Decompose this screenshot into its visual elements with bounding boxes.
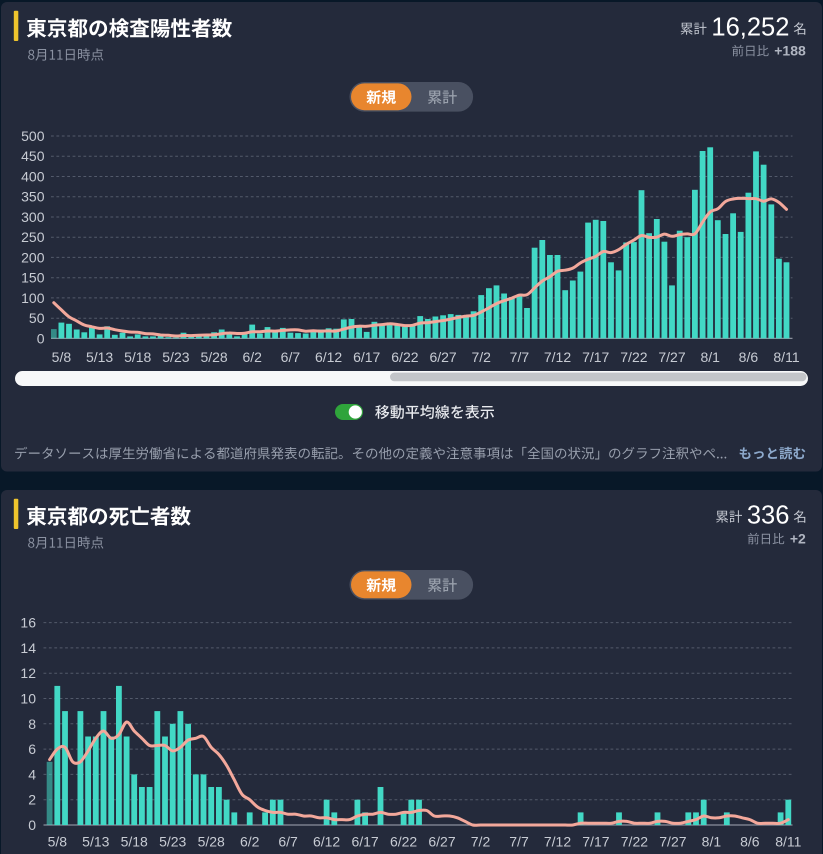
svg-text:7/17: 7/17 [582,349,609,365]
svg-text:6: 6 [28,741,36,757]
svg-text:16,252: 16,252 [711,14,789,42]
svg-text:250: 250 [21,229,45,245]
svg-text:8/1: 8/1 [702,833,722,849]
svg-text:6/7: 6/7 [281,349,301,365]
svg-text:6/12: 6/12 [313,833,340,849]
svg-text:14: 14 [20,640,36,656]
svg-text:0: 0 [28,817,36,833]
svg-text:7/27: 7/27 [659,833,686,849]
svg-text:7/17: 7/17 [582,833,609,849]
svg-text:6/2: 6/2 [242,349,262,365]
svg-text:4: 4 [28,766,36,782]
svg-text:7/12: 7/12 [544,833,571,849]
svg-text:6/27: 6/27 [428,833,455,849]
svg-text:6/2: 6/2 [240,833,260,849]
svg-text:5/13: 5/13 [82,833,109,849]
svg-text:8/11: 8/11 [773,349,799,365]
svg-text:8/6: 8/6 [739,349,759,365]
svg-text:500: 500 [21,128,45,144]
svg-text:8/11: 8/11 [775,833,801,849]
svg-text:336: 336 [747,502,790,530]
svg-text:7/2: 7/2 [471,833,491,849]
svg-text:200: 200 [21,249,45,265]
svg-text:2: 2 [28,792,36,808]
svg-text:5/13: 5/13 [86,349,113,365]
svg-text:350: 350 [21,189,45,205]
svg-text:6/22: 6/22 [391,349,418,365]
svg-text:400: 400 [21,169,45,185]
svg-text:450: 450 [21,148,45,164]
svg-text:7/27: 7/27 [658,349,685,365]
svg-text:12: 12 [20,665,36,681]
svg-text:+188: +188 [774,42,806,58]
svg-text:6/12: 6/12 [315,349,342,365]
svg-text:6/27: 6/27 [429,349,456,365]
svg-text:7/22: 7/22 [620,349,647,365]
svg-text:50: 50 [29,310,45,326]
svg-text:5/23: 5/23 [159,833,186,849]
svg-text:10: 10 [20,691,36,707]
svg-text:+2: +2 [790,530,806,546]
svg-text:8/6: 8/6 [740,833,760,849]
svg-text:6/17: 6/17 [351,833,378,849]
svg-text:6/22: 6/22 [390,833,417,849]
svg-text:5/18: 5/18 [121,833,148,849]
svg-text:7/7: 7/7 [509,833,529,849]
svg-text:5/28: 5/28 [198,833,225,849]
svg-text:6/17: 6/17 [353,349,380,365]
svg-text:100: 100 [21,290,45,306]
svg-text:5/18: 5/18 [124,349,151,365]
svg-text:150: 150 [21,270,45,286]
svg-text:6/7: 6/7 [278,833,298,849]
svg-text:0: 0 [37,330,45,346]
svg-text:16: 16 [20,615,36,631]
svg-text:8/1: 8/1 [700,349,720,365]
svg-text:7/2: 7/2 [471,349,491,365]
svg-text:7/7: 7/7 [510,349,530,365]
svg-text:5/8: 5/8 [48,833,68,849]
svg-text:5/8: 5/8 [52,349,72,365]
svg-text:5/23: 5/23 [162,349,189,365]
svg-text:7/22: 7/22 [621,833,648,849]
svg-text:7/12: 7/12 [544,349,571,365]
svg-text:300: 300 [21,209,45,225]
svg-text:5/28: 5/28 [200,349,227,365]
svg-text:8: 8 [28,716,36,732]
